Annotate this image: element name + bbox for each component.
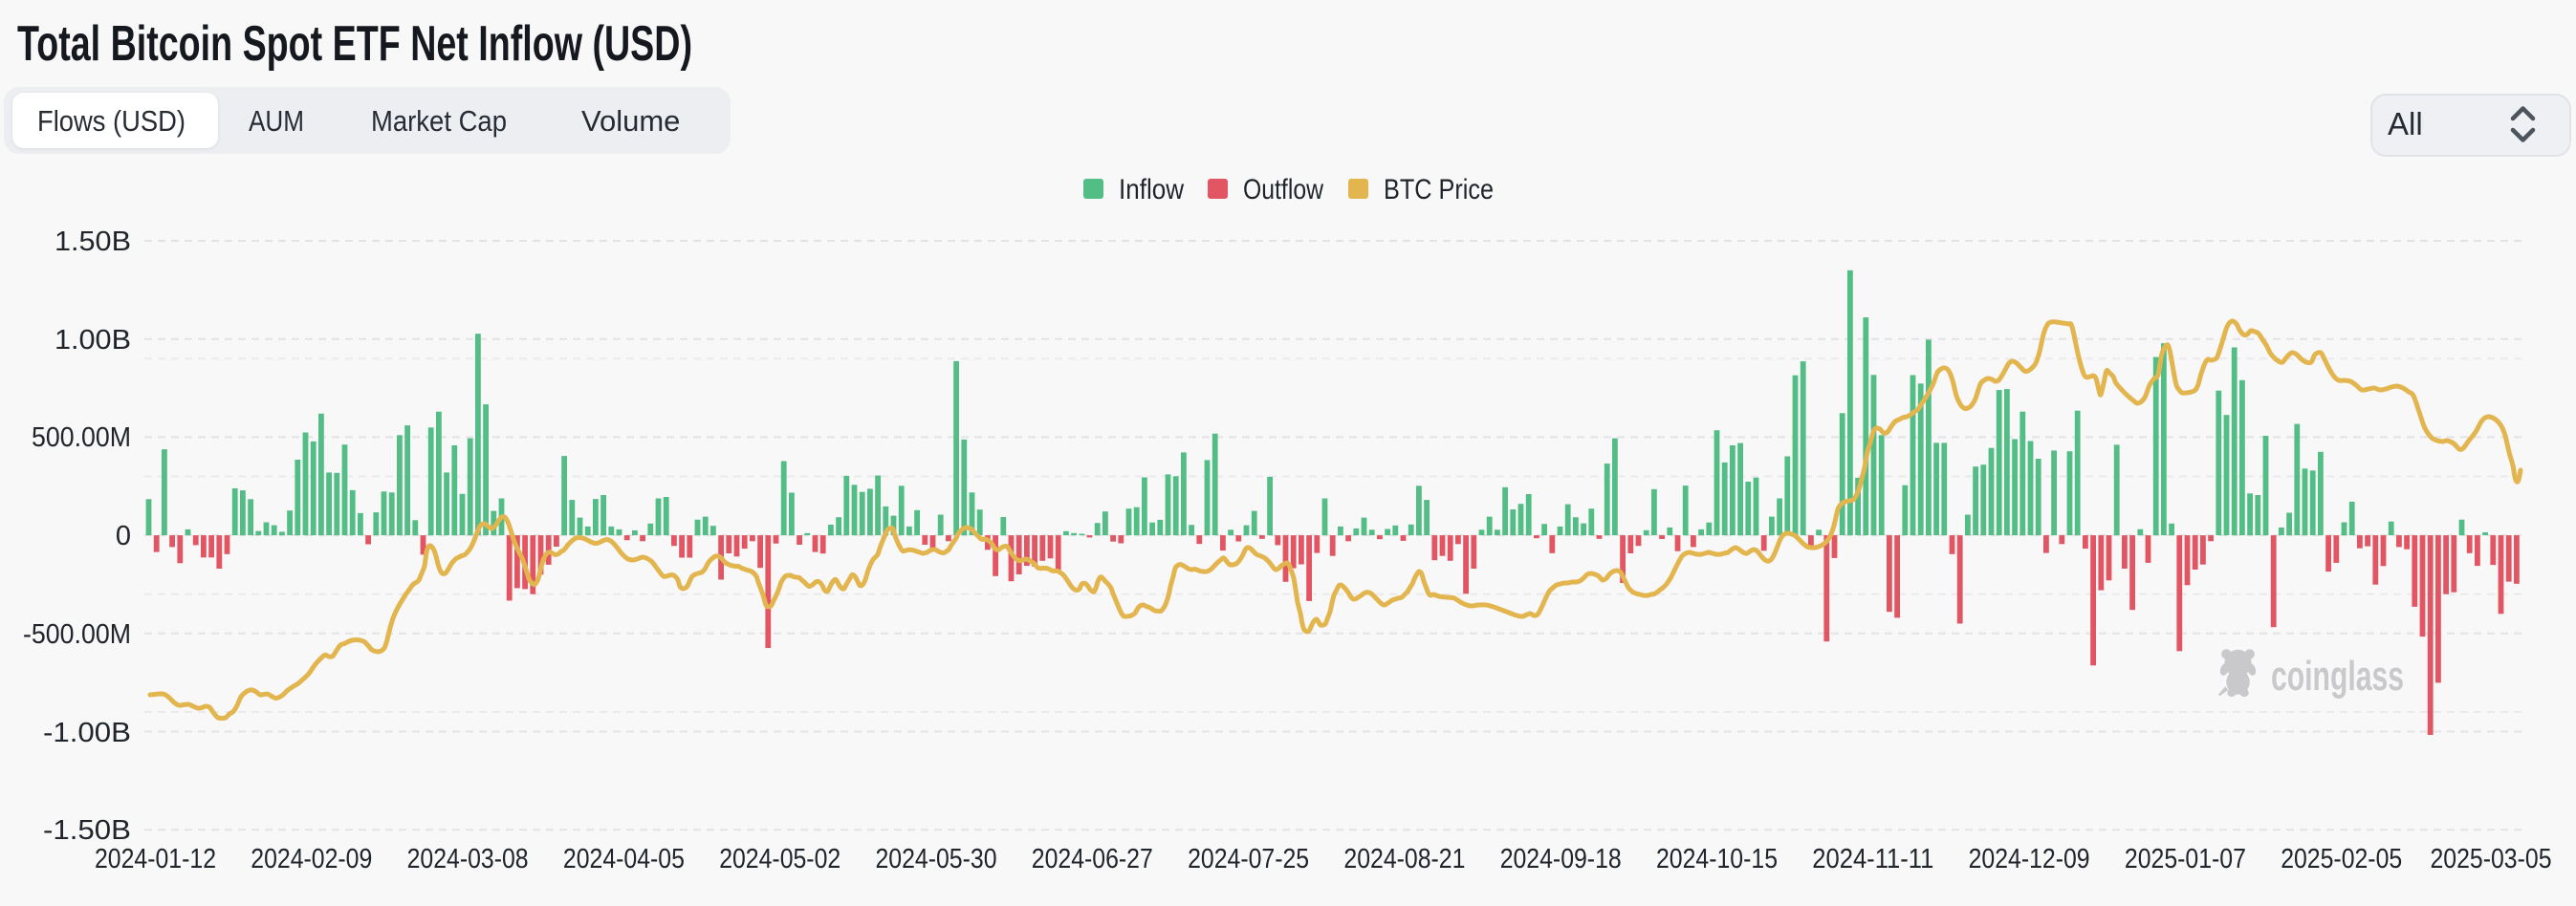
- svg-text:BTC Price: BTC Price: [1384, 174, 1494, 205]
- svg-text:2024-02-09: 2024-02-09: [251, 844, 372, 874]
- svg-text:2024-03-08: 2024-03-08: [407, 844, 529, 874]
- svg-text:2024-05-30: 2024-05-30: [876, 844, 997, 874]
- svg-text:Total Bitcoin Spot ETF Net Inf: Total Bitcoin Spot ETF Net Inflow (USD): [17, 16, 692, 72]
- svg-text:2024-12-09: 2024-12-09: [1969, 844, 2090, 874]
- svg-text:2024-05-02: 2024-05-02: [719, 844, 840, 874]
- svg-text:1.50B: 1.50B: [55, 226, 131, 257]
- svg-text:Volume: Volume: [581, 104, 680, 138]
- svg-text:2025-01-07: 2025-01-07: [2125, 844, 2246, 874]
- svg-text:1.00B: 1.00B: [55, 325, 131, 356]
- svg-text:2024-07-25: 2024-07-25: [1188, 844, 1309, 874]
- svg-text:-500.00M: -500.00M: [23, 619, 131, 650]
- svg-text:500.00M: 500.00M: [32, 422, 131, 453]
- svg-text:coinglass: coinglass: [2271, 653, 2404, 700]
- svg-text:0: 0: [116, 521, 131, 551]
- svg-text:All: All: [2388, 106, 2423, 141]
- svg-text:2024-09-18: 2024-09-18: [1500, 844, 1622, 874]
- svg-text:2025-03-05: 2025-03-05: [2431, 844, 2552, 874]
- svg-text:Market Cap: Market Cap: [371, 104, 507, 138]
- svg-text:2025-02-05: 2025-02-05: [2281, 844, 2402, 874]
- svg-text:Flows (USD): Flows (USD): [37, 104, 186, 138]
- svg-text:2024-11-11: 2024-11-11: [1812, 844, 1933, 874]
- svg-text:Inflow: Inflow: [1119, 174, 1184, 205]
- svg-text:-1.50B: -1.50B: [43, 815, 131, 846]
- svg-text:2024-01-12: 2024-01-12: [95, 844, 216, 874]
- svg-text:AUM: AUM: [249, 104, 304, 138]
- svg-text:2024-08-21: 2024-08-21: [1343, 844, 1465, 874]
- svg-text:-1.00B: -1.00B: [43, 718, 131, 748]
- svg-text:2024-04-05: 2024-04-05: [563, 844, 685, 874]
- svg-text:2024-06-27: 2024-06-27: [1032, 844, 1153, 874]
- svg-text:2024-10-15: 2024-10-15: [1656, 844, 1778, 874]
- svg-text:Outflow: Outflow: [1243, 174, 1323, 205]
